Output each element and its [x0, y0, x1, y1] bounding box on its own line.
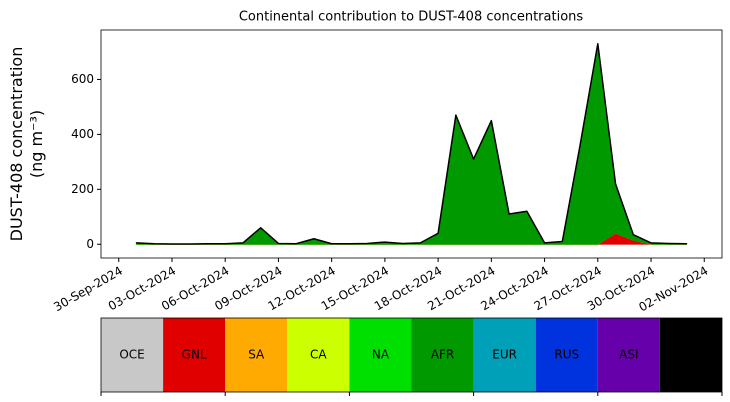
legend-label: GNL [182, 348, 207, 362]
chart-title: Continental contribution to DUST-408 con… [239, 10, 584, 25]
legend-frame [100, 317, 723, 393]
y-axis-label: (ng m⁻³) [27, 110, 46, 178]
legend-swatch [659, 318, 722, 392]
legend-label: OCE [119, 348, 144, 362]
legend-label: SA [248, 348, 265, 362]
legend-swatch [101, 318, 164, 392]
legend-label: AUS [679, 348, 704, 362]
legend-label: EUR [492, 348, 517, 362]
legend-label: RUS [554, 348, 579, 362]
legend-swatch [597, 318, 660, 392]
y-tick-label: 200 [71, 182, 94, 196]
plot-frame [100, 29, 723, 259]
legend-swatch [225, 318, 288, 392]
legend-swatch [411, 318, 474, 392]
legend-label: CA [310, 348, 327, 362]
legend-label: ASI [619, 348, 638, 362]
y-tick-label: 0 [86, 237, 94, 251]
legend-swatch [163, 318, 226, 392]
y-tick-label: 400 [71, 127, 94, 141]
legend-swatch [287, 318, 350, 392]
legend-label: NA [372, 348, 390, 362]
legend-swatch [535, 318, 598, 392]
legend-label: AFR [431, 348, 454, 362]
y-tick-label: 600 [71, 72, 94, 86]
legend-swatch [349, 318, 412, 392]
area [136, 43, 687, 245]
y-axis-label: DUST-408 concentration [7, 47, 26, 242]
area [135, 42, 688, 245]
legend-swatch [473, 318, 536, 392]
